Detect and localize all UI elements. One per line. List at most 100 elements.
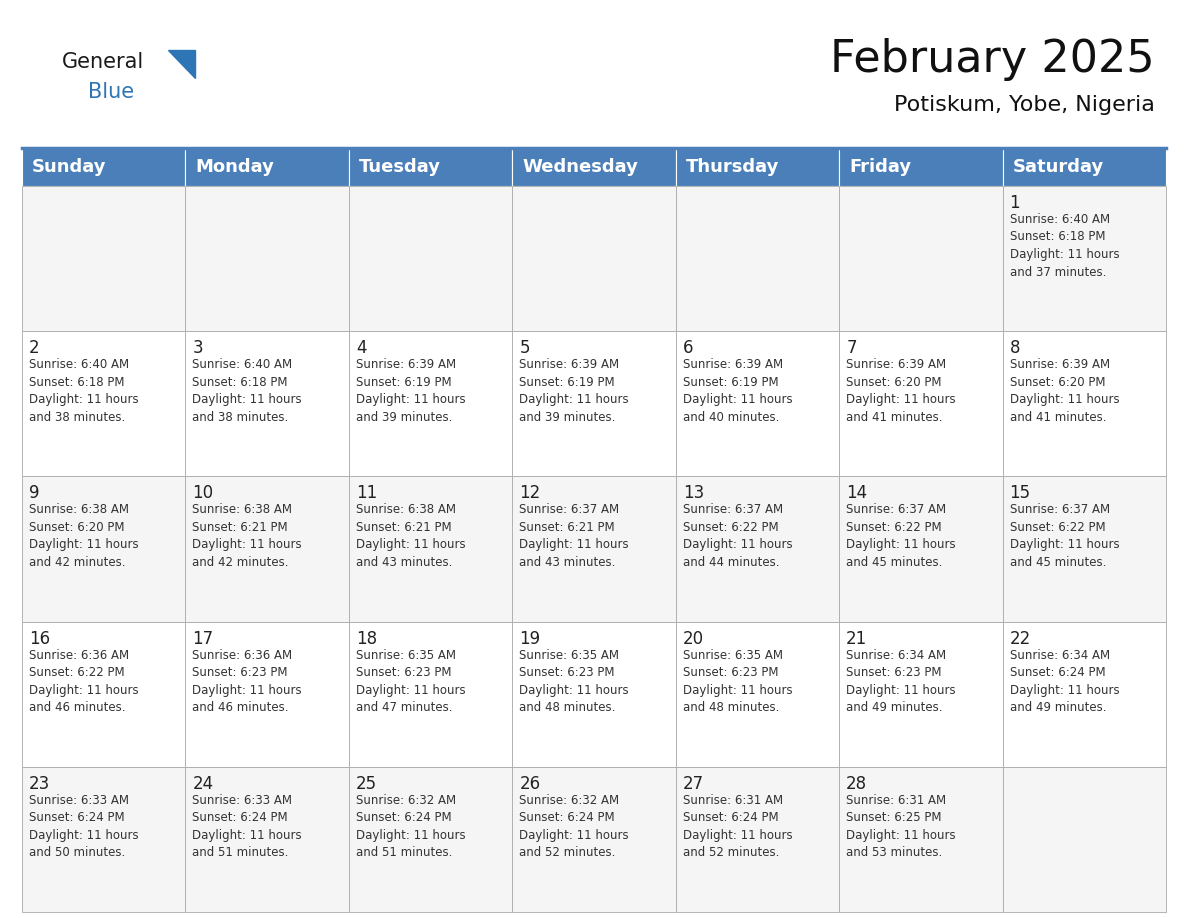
Bar <box>512 476 676 621</box>
Bar <box>23 148 185 186</box>
Bar <box>23 186 185 331</box>
Bar <box>185 767 349 912</box>
Text: Monday: Monday <box>195 158 274 176</box>
Text: 24: 24 <box>192 775 214 793</box>
Bar <box>349 476 512 621</box>
Bar <box>839 621 1003 767</box>
Text: 21: 21 <box>846 630 867 647</box>
Text: Sunrise: 6:39 AM
Sunset: 6:19 PM
Daylight: 11 hours
and 39 minutes.: Sunrise: 6:39 AM Sunset: 6:19 PM Dayligh… <box>519 358 628 424</box>
Bar <box>839 148 1003 186</box>
Text: 8: 8 <box>1010 339 1020 357</box>
Text: 9: 9 <box>29 485 39 502</box>
Bar <box>23 476 185 621</box>
Text: 3: 3 <box>192 339 203 357</box>
Text: Sunrise: 6:32 AM
Sunset: 6:24 PM
Daylight: 11 hours
and 51 minutes.: Sunrise: 6:32 AM Sunset: 6:24 PM Dayligh… <box>356 794 466 859</box>
Text: Sunrise: 6:40 AM
Sunset: 6:18 PM
Daylight: 11 hours
and 37 minutes.: Sunrise: 6:40 AM Sunset: 6:18 PM Dayligh… <box>1010 213 1119 278</box>
Text: 13: 13 <box>683 485 704 502</box>
Text: Sunrise: 6:40 AM
Sunset: 6:18 PM
Daylight: 11 hours
and 38 minutes.: Sunrise: 6:40 AM Sunset: 6:18 PM Dayligh… <box>192 358 302 424</box>
Bar <box>1003 186 1165 331</box>
Text: Friday: Friday <box>849 158 911 176</box>
Bar <box>23 767 185 912</box>
Text: Sunrise: 6:31 AM
Sunset: 6:24 PM
Daylight: 11 hours
and 52 minutes.: Sunrise: 6:31 AM Sunset: 6:24 PM Dayligh… <box>683 794 792 859</box>
Text: Sunrise: 6:39 AM
Sunset: 6:20 PM
Daylight: 11 hours
and 41 minutes.: Sunrise: 6:39 AM Sunset: 6:20 PM Dayligh… <box>846 358 956 424</box>
Text: Sunday: Sunday <box>32 158 106 176</box>
Bar <box>676 148 839 186</box>
Text: Sunrise: 6:38 AM
Sunset: 6:21 PM
Daylight: 11 hours
and 43 minutes.: Sunrise: 6:38 AM Sunset: 6:21 PM Dayligh… <box>356 503 466 569</box>
Text: Thursday: Thursday <box>685 158 779 176</box>
Bar <box>185 476 349 621</box>
Text: 17: 17 <box>192 630 214 647</box>
Bar <box>185 186 349 331</box>
Bar <box>512 186 676 331</box>
Text: Sunrise: 6:39 AM
Sunset: 6:20 PM
Daylight: 11 hours
and 41 minutes.: Sunrise: 6:39 AM Sunset: 6:20 PM Dayligh… <box>1010 358 1119 424</box>
Text: 14: 14 <box>846 485 867 502</box>
Bar <box>23 331 185 476</box>
Bar <box>512 331 676 476</box>
Bar <box>185 621 349 767</box>
Text: Sunrise: 6:40 AM
Sunset: 6:18 PM
Daylight: 11 hours
and 38 minutes.: Sunrise: 6:40 AM Sunset: 6:18 PM Dayligh… <box>29 358 139 424</box>
Bar <box>1003 331 1165 476</box>
Text: 20: 20 <box>683 630 703 647</box>
Bar <box>676 621 839 767</box>
Text: 25: 25 <box>356 775 377 793</box>
Bar <box>349 621 512 767</box>
Polygon shape <box>168 50 195 78</box>
Text: Sunrise: 6:39 AM
Sunset: 6:19 PM
Daylight: 11 hours
and 40 minutes.: Sunrise: 6:39 AM Sunset: 6:19 PM Dayligh… <box>683 358 792 424</box>
Text: 23: 23 <box>29 775 50 793</box>
Bar <box>676 767 839 912</box>
Text: Sunrise: 6:37 AM
Sunset: 6:22 PM
Daylight: 11 hours
and 45 minutes.: Sunrise: 6:37 AM Sunset: 6:22 PM Dayligh… <box>846 503 956 569</box>
Bar <box>676 331 839 476</box>
Text: 5: 5 <box>519 339 530 357</box>
Text: 7: 7 <box>846 339 857 357</box>
Bar <box>185 148 349 186</box>
Bar <box>1003 621 1165 767</box>
Text: Sunrise: 6:37 AM
Sunset: 6:21 PM
Daylight: 11 hours
and 43 minutes.: Sunrise: 6:37 AM Sunset: 6:21 PM Dayligh… <box>519 503 628 569</box>
Text: 1: 1 <box>1010 194 1020 212</box>
Text: Wednesday: Wednesday <box>522 158 638 176</box>
Bar <box>676 476 839 621</box>
Text: February 2025: February 2025 <box>830 38 1155 81</box>
Text: Sunrise: 6:35 AM
Sunset: 6:23 PM
Daylight: 11 hours
and 48 minutes.: Sunrise: 6:35 AM Sunset: 6:23 PM Dayligh… <box>519 649 628 714</box>
Text: Sunrise: 6:36 AM
Sunset: 6:22 PM
Daylight: 11 hours
and 46 minutes.: Sunrise: 6:36 AM Sunset: 6:22 PM Dayligh… <box>29 649 139 714</box>
Text: Sunrise: 6:39 AM
Sunset: 6:19 PM
Daylight: 11 hours
and 39 minutes.: Sunrise: 6:39 AM Sunset: 6:19 PM Dayligh… <box>356 358 466 424</box>
Bar <box>839 476 1003 621</box>
Text: 26: 26 <box>519 775 541 793</box>
Text: 2: 2 <box>29 339 39 357</box>
Text: 18: 18 <box>356 630 377 647</box>
Bar <box>1003 476 1165 621</box>
Text: 19: 19 <box>519 630 541 647</box>
Bar <box>512 148 676 186</box>
Text: Sunrise: 6:36 AM
Sunset: 6:23 PM
Daylight: 11 hours
and 46 minutes.: Sunrise: 6:36 AM Sunset: 6:23 PM Dayligh… <box>192 649 302 714</box>
Text: Sunrise: 6:34 AM
Sunset: 6:24 PM
Daylight: 11 hours
and 49 minutes.: Sunrise: 6:34 AM Sunset: 6:24 PM Dayligh… <box>1010 649 1119 714</box>
Bar <box>839 767 1003 912</box>
Bar <box>676 186 839 331</box>
Text: 10: 10 <box>192 485 214 502</box>
Text: 27: 27 <box>683 775 703 793</box>
Text: 15: 15 <box>1010 485 1031 502</box>
Bar <box>1003 148 1165 186</box>
Text: General: General <box>62 52 144 72</box>
Text: 16: 16 <box>29 630 50 647</box>
Text: Sunrise: 6:37 AM
Sunset: 6:22 PM
Daylight: 11 hours
and 44 minutes.: Sunrise: 6:37 AM Sunset: 6:22 PM Dayligh… <box>683 503 792 569</box>
Text: Sunrise: 6:34 AM
Sunset: 6:23 PM
Daylight: 11 hours
and 49 minutes.: Sunrise: 6:34 AM Sunset: 6:23 PM Dayligh… <box>846 649 956 714</box>
Text: Blue: Blue <box>88 82 134 102</box>
Text: Sunrise: 6:31 AM
Sunset: 6:25 PM
Daylight: 11 hours
and 53 minutes.: Sunrise: 6:31 AM Sunset: 6:25 PM Dayligh… <box>846 794 956 859</box>
Bar <box>349 767 512 912</box>
Bar <box>185 331 349 476</box>
Text: Sunrise: 6:37 AM
Sunset: 6:22 PM
Daylight: 11 hours
and 45 minutes.: Sunrise: 6:37 AM Sunset: 6:22 PM Dayligh… <box>1010 503 1119 569</box>
Text: 28: 28 <box>846 775 867 793</box>
Text: Sunrise: 6:32 AM
Sunset: 6:24 PM
Daylight: 11 hours
and 52 minutes.: Sunrise: 6:32 AM Sunset: 6:24 PM Dayligh… <box>519 794 628 859</box>
Text: Potiskum, Yobe, Nigeria: Potiskum, Yobe, Nigeria <box>895 95 1155 115</box>
Bar <box>512 767 676 912</box>
Text: 12: 12 <box>519 485 541 502</box>
Text: Sunrise: 6:33 AM
Sunset: 6:24 PM
Daylight: 11 hours
and 51 minutes.: Sunrise: 6:33 AM Sunset: 6:24 PM Dayligh… <box>192 794 302 859</box>
Text: Sunrise: 6:35 AM
Sunset: 6:23 PM
Daylight: 11 hours
and 47 minutes.: Sunrise: 6:35 AM Sunset: 6:23 PM Dayligh… <box>356 649 466 714</box>
Bar <box>839 331 1003 476</box>
Text: Sunrise: 6:33 AM
Sunset: 6:24 PM
Daylight: 11 hours
and 50 minutes.: Sunrise: 6:33 AM Sunset: 6:24 PM Dayligh… <box>29 794 139 859</box>
Bar <box>1003 767 1165 912</box>
Text: Saturday: Saturday <box>1012 158 1104 176</box>
Bar <box>512 621 676 767</box>
Text: 22: 22 <box>1010 630 1031 647</box>
Bar <box>349 331 512 476</box>
Bar <box>23 621 185 767</box>
